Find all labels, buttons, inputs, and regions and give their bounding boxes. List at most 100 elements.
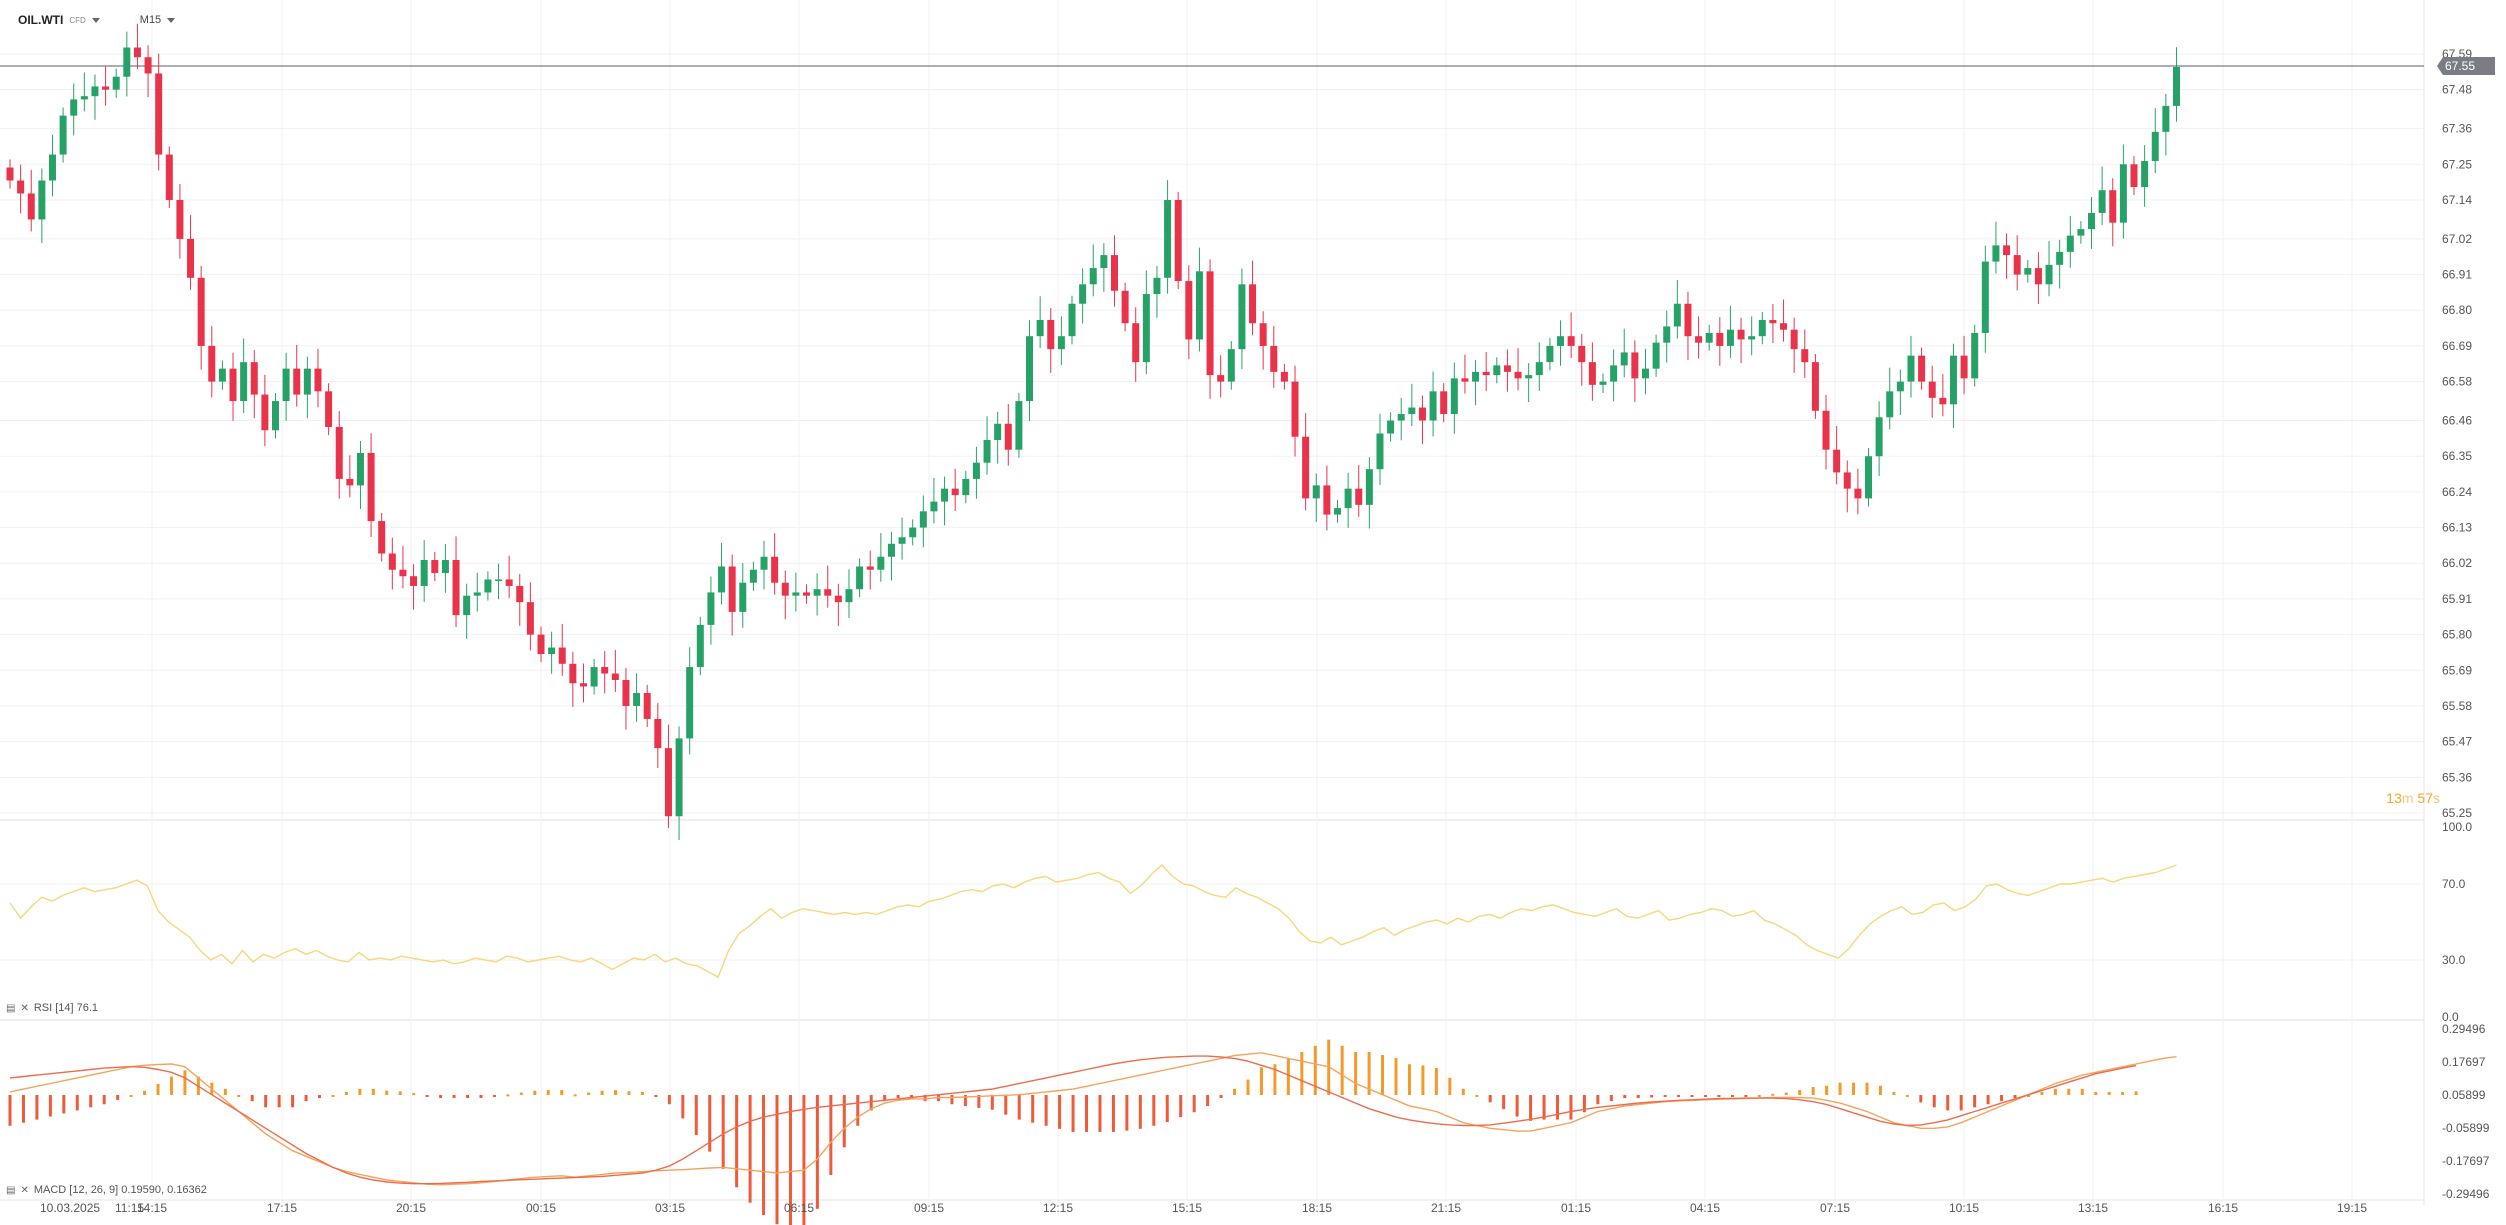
candle: [1695, 316, 1703, 359]
candle: [930, 477, 938, 524]
price-tick-label: 66.24: [2442, 485, 2472, 499]
macd-histogram-bar: [412, 1093, 416, 1096]
candle: [1100, 243, 1108, 292]
candle: [2172, 47, 2180, 122]
settings-icon[interactable]: ▤: [6, 1002, 16, 1014]
candle: [1493, 357, 1501, 384]
candle-body: [1567, 336, 1575, 346]
candle: [1461, 354, 1469, 394]
macd-tick-label: 0.29496: [2442, 1022, 2486, 1036]
candle: [887, 531, 895, 581]
close-icon[interactable]: ✕: [20, 1002, 29, 1014]
candle: [505, 555, 513, 598]
macd-histogram-bar: [1434, 1067, 1438, 1095]
candle-body: [2034, 268, 2042, 285]
price-tick-label: 66.91: [2442, 268, 2472, 282]
candle-body: [176, 199, 184, 239]
macd-histogram-bar: [1919, 1094, 1923, 1103]
candle: [2066, 215, 2074, 268]
candle-body: [1907, 355, 1915, 382]
candle-body: [601, 667, 609, 674]
macd-histogram-bar: [156, 1083, 160, 1095]
macd-histogram-bar: [1071, 1094, 1075, 1132]
price-tick-label: 66.46: [2442, 414, 2472, 428]
candle-body: [1631, 352, 1639, 379]
candle-body: [1981, 261, 1989, 333]
candle: [6, 159, 14, 189]
candle: [1015, 392, 1023, 458]
countdown-m: m: [2401, 790, 2418, 806]
candle-body: [1960, 355, 1968, 379]
rsi-legend[interactable]: ▤ ✕ RSI [14] 76.1: [6, 1002, 98, 1014]
candle-body: [2088, 212, 2096, 230]
settings-icon[interactable]: ▤: [6, 1184, 16, 1196]
macd-histogram-bar: [1300, 1051, 1304, 1095]
symbol-selector[interactable]: OIL.WTI CFD: [18, 13, 100, 27]
candle: [1026, 320, 1034, 421]
macd-histogram-bar: [237, 1094, 241, 1097]
macd-histogram-bar: [1058, 1094, 1062, 1129]
candle-body: [951, 488, 959, 496]
candle-body: [1801, 349, 1809, 363]
macd-histogram-bar: [896, 1094, 900, 1099]
macd-histogram-bar: [1932, 1094, 1936, 1108]
candle-body: [1323, 485, 1331, 515]
macd-histogram-bar: [371, 1088, 375, 1095]
candle-body: [38, 180, 46, 220]
candle-body: [144, 57, 152, 74]
candle-body: [654, 718, 662, 749]
candle: [601, 651, 609, 694]
macd-histogram-bar: [2040, 1091, 2044, 1095]
candle: [2077, 221, 2085, 244]
candle-body: [1652, 342, 1660, 369]
macd-histogram-bar: [1206, 1094, 1210, 1107]
candle-body: [1599, 381, 1607, 385]
timeframe-selector[interactable]: M15: [140, 14, 176, 26]
candle: [356, 440, 364, 510]
candle-body: [1057, 336, 1065, 350]
candle-body: [1928, 381, 1936, 398]
macd-histogram-bar: [721, 1094, 725, 1169]
candle: [1068, 295, 1076, 345]
close-icon[interactable]: ✕: [20, 1184, 29, 1196]
candle: [1376, 413, 1384, 486]
candle-body: [1004, 423, 1012, 450]
candle-body: [1312, 485, 1320, 499]
candle-body: [1440, 391, 1448, 415]
price-tick-label: 65.58: [2442, 699, 2472, 713]
macd-histogram-bar: [1878, 1085, 1882, 1095]
candle-body: [346, 478, 354, 486]
chart-axes: 67.5967.4867.3667.2567.1467.0266.9166.80…: [40, 47, 2490, 1215]
candle-body: [1450, 378, 1458, 415]
candle: [919, 495, 927, 548]
candle: [1110, 235, 1118, 307]
candle: [696, 616, 704, 676]
macd-histogram-bar: [856, 1094, 860, 1126]
macd-histogram-bar: [963, 1094, 967, 1107]
candle: [590, 658, 598, 695]
candle-body: [208, 345, 216, 382]
candle: [187, 215, 195, 290]
macd-legend[interactable]: ▤ ✕ MACD [12, 26, 9] 0.19590, 0.16362: [6, 1184, 207, 1196]
candle: [1854, 468, 1862, 515]
candle-body: [155, 73, 163, 155]
candle: [91, 74, 99, 120]
candle-body: [282, 368, 290, 402]
candle-body: [633, 692, 641, 706]
macd-histogram-bar: [708, 1094, 712, 1152]
candle: [1822, 394, 1830, 470]
candle-body: [856, 566, 864, 590]
candle: [272, 392, 279, 439]
macd-histogram-bar: [640, 1091, 644, 1095]
candle-body: [2141, 161, 2149, 187]
candle: [579, 663, 587, 703]
candle: [1238, 268, 1246, 369]
candle: [1514, 348, 1522, 391]
candle: [303, 356, 311, 419]
candle: [2119, 144, 2127, 239]
macd-histogram-bar: [2026, 1094, 2030, 1097]
price-tick-label: 66.69: [2442, 339, 2472, 353]
candle: [1726, 306, 1734, 358]
candle: [2162, 93, 2170, 156]
